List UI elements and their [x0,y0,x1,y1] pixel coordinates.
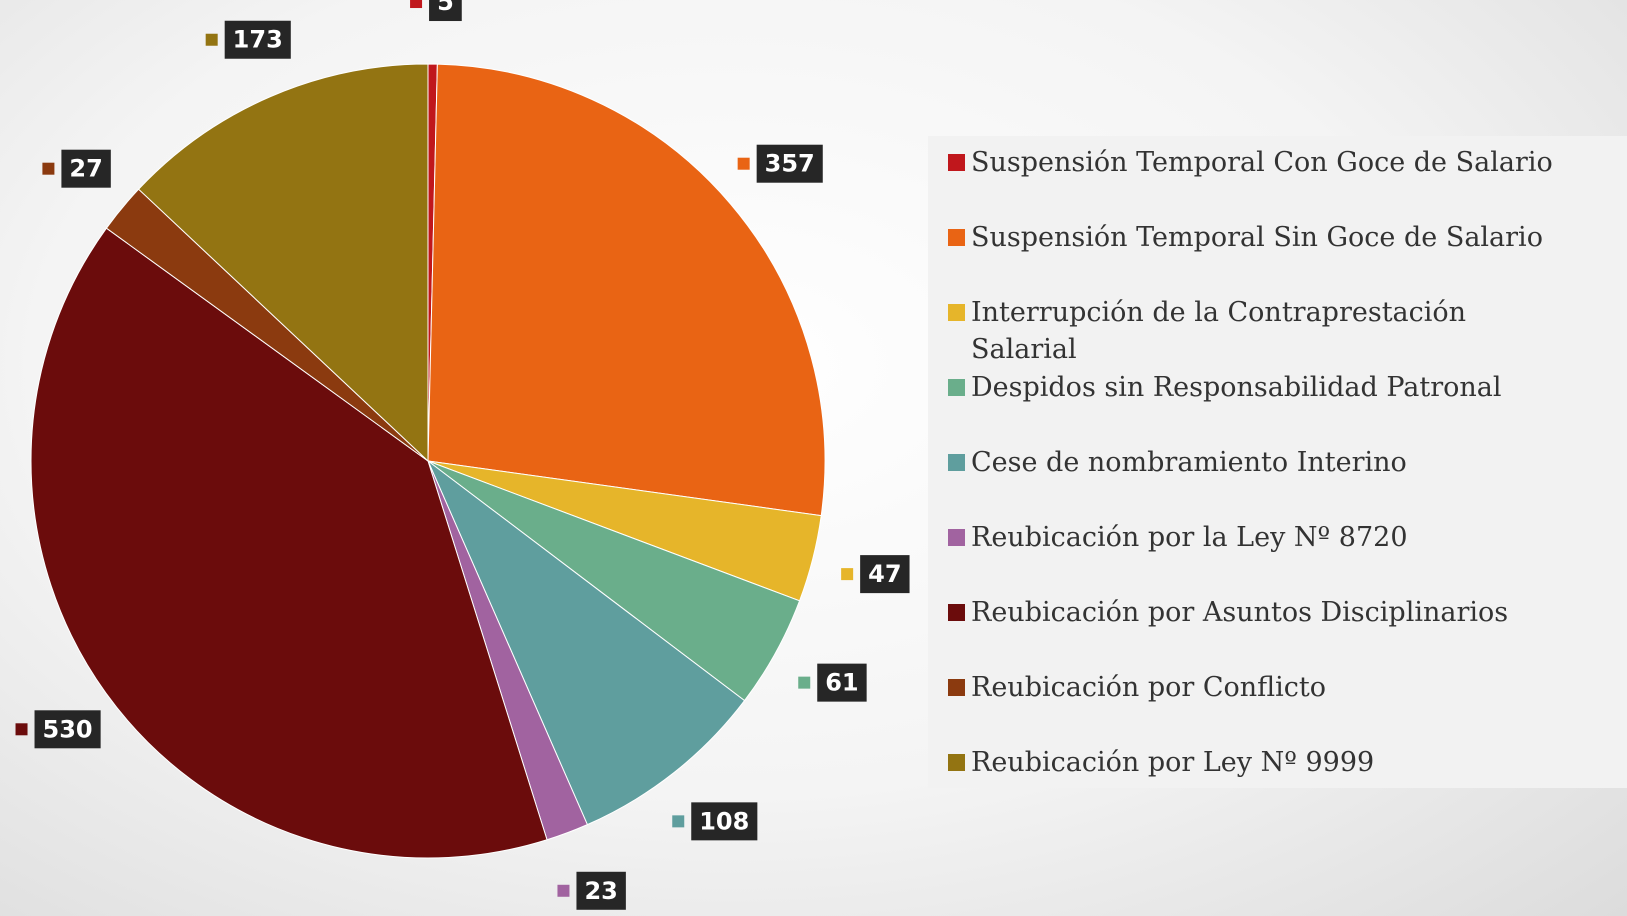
label-swatch [42,162,55,175]
data-label: 23 [557,871,626,910]
legend: Suspensión Temporal Con Goce de Salario S… [928,136,1627,788]
label-box [691,802,758,841]
legend-item: Suspensión Temporal Sin Goce de Salario [948,219,1627,294]
pie-slice [426,459,746,826]
label-swatch [737,157,750,170]
data-label: 61 [798,663,867,702]
legend-item: Reubicación por Asuntos Disciplinarios [948,594,1627,669]
legend-item: Despidos sin Responsabilidad Patronal [948,369,1627,444]
value-label: 47 [868,560,901,588]
legend-label: Cese de nombramiento Interino [971,447,1407,478]
legend-item: Reubicación por Ley Nº 9999 [948,744,1627,819]
legend-label: Despidos sin Responsabilidad Patronal [971,372,1502,403]
pie-slice [427,63,826,517]
data-label: 530 [15,710,101,749]
legend-swatch [948,604,965,621]
value-label: 357 [765,150,815,178]
legend-label: Reubicación por Asuntos Disciplinarios [971,597,1509,628]
data-label: 108 [672,802,758,841]
legend-swatch [948,529,965,546]
legend-item: Reubicación por Conflicto [948,669,1627,744]
label-box [224,20,291,59]
label-swatch [410,0,423,9]
legend-item: Cese de nombramiento Interino [948,444,1627,519]
label-swatch [15,723,28,736]
legend-item: Reubicación por la Ley Nº 8720 [948,519,1627,594]
legend-swatch [948,229,965,246]
data-label: 27 [42,149,111,188]
label-swatch [841,568,854,581]
value-label: 61 [825,669,858,697]
label-box [860,555,910,594]
pie-slice [30,227,548,859]
data-label: 47 [841,555,910,594]
legend-item: Interrupción de la Contraprestación Sala… [948,294,1627,369]
value-label: 173 [233,26,283,54]
label-swatch [672,815,685,828]
legend-swatch [948,754,965,771]
label-box [576,871,626,910]
legend-label: Suspensión Temporal Con Goce de Salario [971,147,1553,178]
label-swatch [798,676,811,689]
label-swatch [557,884,570,897]
legend-swatch [948,679,965,696]
legend-label: Suspensión Temporal Sin Goce de Salario [971,222,1543,253]
legend-item: Suspensión Temporal Con Goce de Salario [948,144,1627,219]
label-box [756,144,823,183]
value-label: 108 [699,807,749,835]
label-box [429,0,462,22]
label-swatch [205,33,218,46]
value-label: 27 [69,155,102,183]
data-label: 357 [737,144,823,183]
legend-label: Interrupción de la Contraprestación Sala… [971,297,1467,365]
value-label: 530 [43,715,93,743]
label-box [34,710,101,749]
legend-swatch [948,304,965,321]
legend-label: Reubicación por la Ley Nº 8720 [971,522,1408,553]
legend-swatch [948,154,965,171]
value-label: 23 [584,877,617,905]
legend-swatch [948,379,965,396]
value-label: 5 [437,0,454,16]
label-box [61,149,111,188]
label-box [817,663,867,702]
data-label: 173 [205,20,291,59]
legend-label: Reubicación por Conflicto [971,672,1327,703]
pie-slice [137,63,429,463]
data-label: 5 [410,0,462,22]
legend-swatch [948,454,965,471]
legend-label: Reubicación por Ley Nº 9999 [971,747,1375,778]
pie-chart: 5 357 47 61 108 23 530 27 173 [15,0,910,910]
